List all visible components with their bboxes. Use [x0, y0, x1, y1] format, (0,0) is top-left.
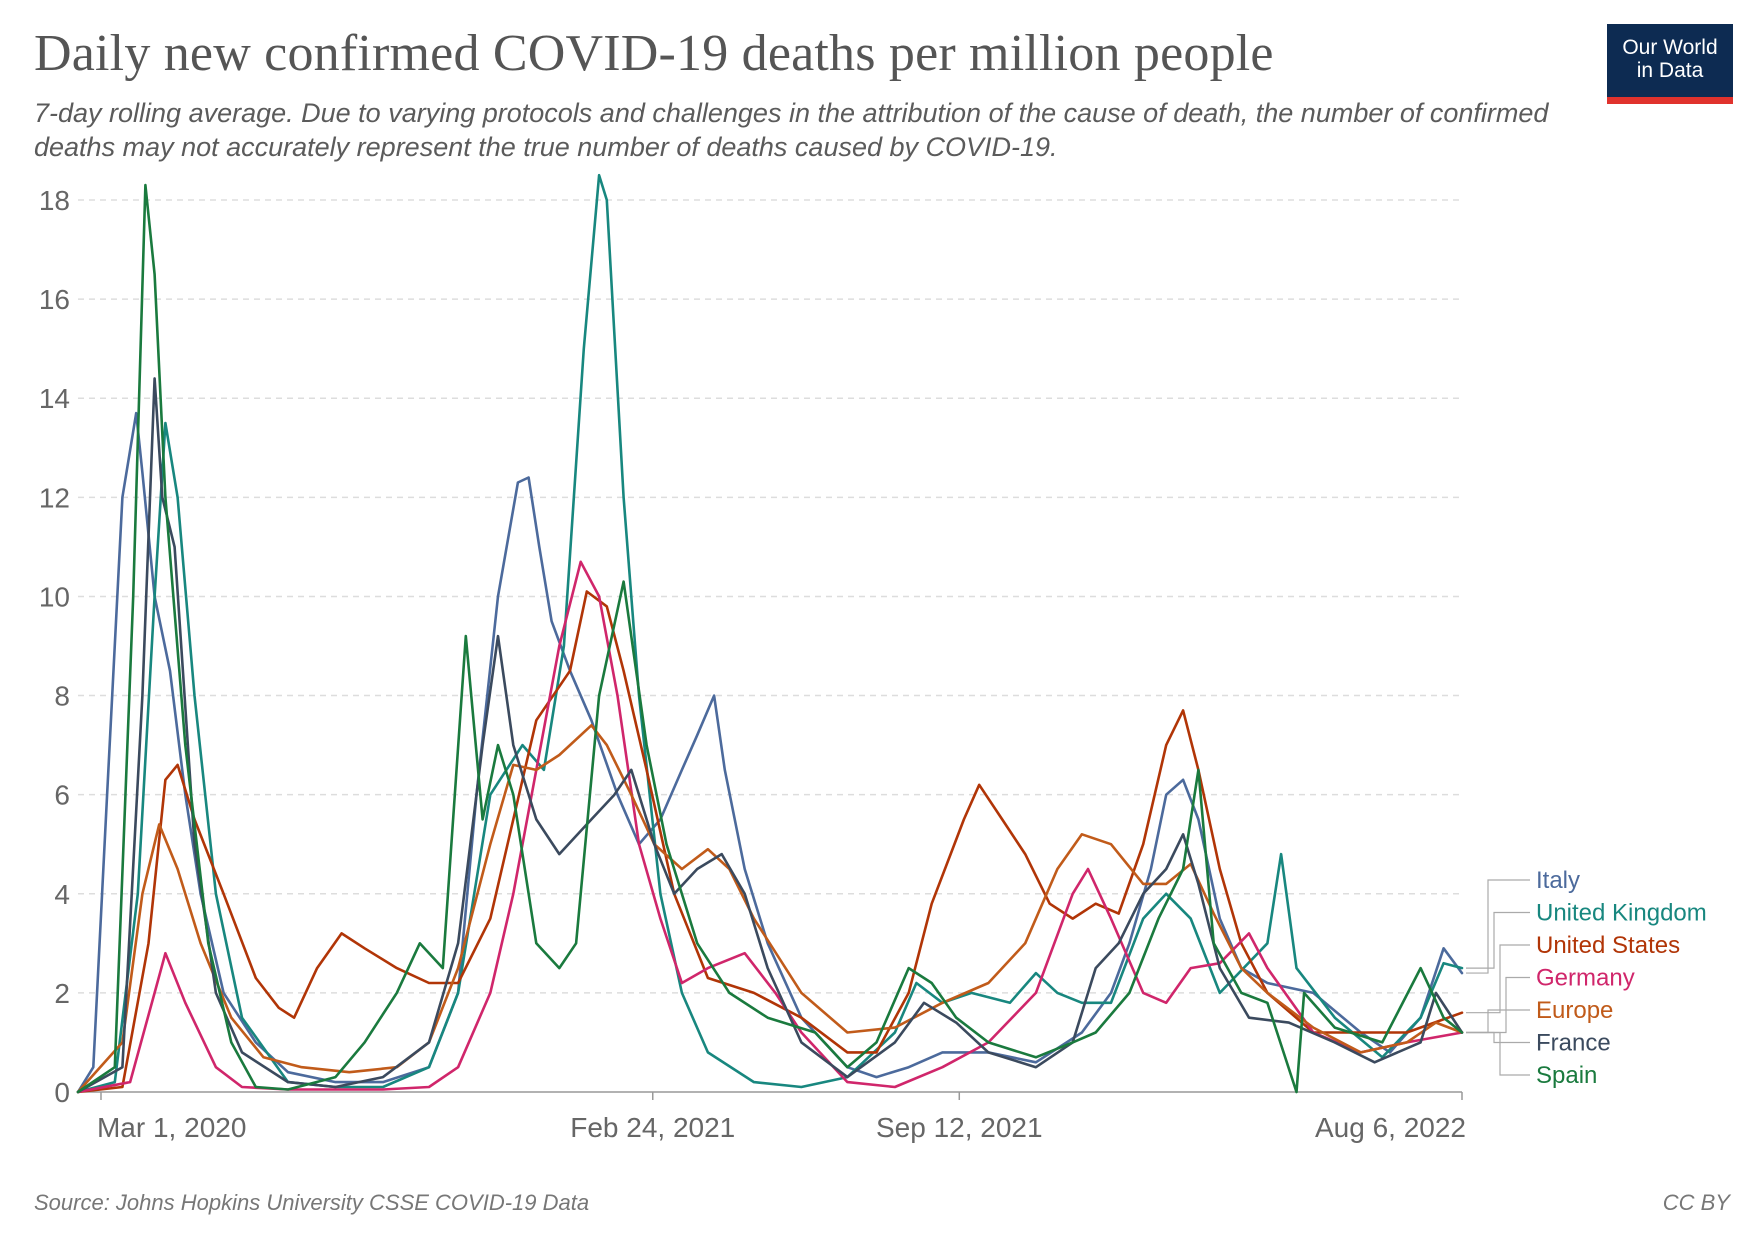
grid-layer [78, 199, 1462, 994]
legend-connector [1466, 944, 1530, 1014]
legend-layer: Italy United Kingdom United States Germany E… [1466, 867, 1707, 1089]
y-tick-label: 18 [39, 185, 70, 216]
source-note[interactable]: Source: Johns Hopkins University CSSE CO… [34, 1190, 590, 1215]
y-tick-label: 16 [39, 284, 70, 315]
legend-label-united-states[interactable]: United States [1536, 932, 1680, 959]
series-line-united-kingdom[interactable] [76, 173, 1464, 1094]
legend-connector [1466, 1031, 1530, 1076]
axis-layer: 0 2 4 6 8 10 12 14 16 18 Mar 1, 2020 Feb 24, 2021 Se… [39, 185, 1466, 1143]
logo-line-1: Our World [1622, 36, 1718, 59]
legend-connector [1466, 976, 1530, 1034]
legend-label-italy[interactable]: Italy [1536, 867, 1580, 894]
y-tick-label: 0 [54, 1077, 70, 1108]
owid-logo[interactable]: Our World in Data [1607, 24, 1733, 104]
logo-line-2: in Data [1636, 59, 1704, 82]
legend-connector [1466, 911, 1530, 969]
y-tick-label: 12 [39, 482, 70, 513]
legend-connector [1466, 1031, 1530, 1044]
legend-label-germany[interactable]: Germany [1536, 965, 1635, 992]
y-tick-label: 4 [54, 879, 70, 910]
chart-subtitle: 7-day rolling average. Due to varying pr… [34, 98, 1549, 162]
series-line-france[interactable] [76, 377, 1464, 1094]
legend-label-spain[interactable]: Spain [1536, 1062, 1597, 1089]
series-line-germany[interactable] [76, 560, 1464, 1094]
y-tick-label: 2 [54, 978, 70, 1009]
series-line-spain[interactable] [76, 183, 1464, 1094]
y-tick-label: 14 [39, 383, 70, 414]
legend-connector [1466, 879, 1530, 974]
legend-label-europe[interactable]: Europe [1536, 997, 1613, 1024]
y-tick-label: 10 [39, 581, 70, 612]
y-tick-label: 8 [54, 681, 70, 712]
legend-label-france[interactable]: France [1536, 1030, 1611, 1057]
legend-label-united-kingdom[interactable]: United Kingdom [1536, 900, 1707, 927]
series-line-italy[interactable] [76, 411, 1464, 1094]
license-link[interactable]: CC BY [1662, 1190, 1730, 1215]
series-line-europe[interactable] [76, 723, 1464, 1094]
y-tick-label: 6 [54, 780, 70, 811]
legend-connector [1466, 1009, 1530, 1034]
x-tick-label: Aug 6, 2022 [1315, 1112, 1466, 1143]
series-layer [76, 173, 1464, 1094]
series-line-united-states[interactable] [76, 590, 1464, 1094]
chart-title: Daily new confirmed COVID-19 deaths per … [34, 25, 1274, 82]
x-tick-label: Sep 12, 2021 [876, 1112, 1043, 1143]
x-tick-label: Mar 1, 2020 [97, 1112, 246, 1143]
x-tick-label: Feb 24, 2021 [570, 1112, 735, 1143]
